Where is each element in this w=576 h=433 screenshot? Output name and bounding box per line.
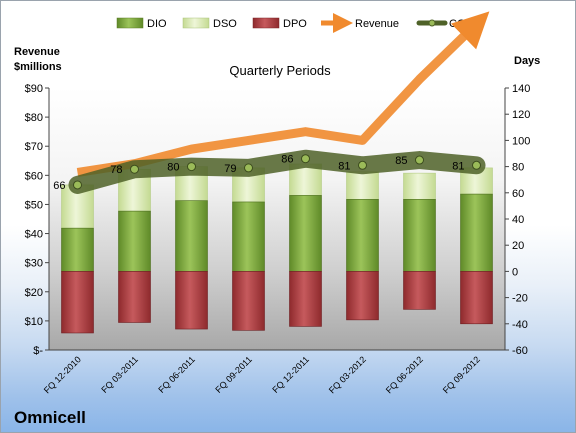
left-tick-label-8: $80	[25, 112, 43, 124]
left-axis-title-line2: $millions	[14, 61, 62, 73]
right-axis-title: Days	[514, 55, 540, 67]
legend-swatch-dio	[116, 17, 144, 29]
legend-label-dio: DIO	[147, 18, 167, 30]
bar-dso-7	[403, 172, 436, 200]
bar-dpo-1	[61, 271, 94, 334]
legend-label-revenue: Revenue	[355, 18, 399, 30]
category-label-2: FQ 03-2011	[99, 354, 140, 395]
chart-title: Quarterly Periods	[229, 63, 331, 78]
ccc-label-1: 66	[53, 180, 65, 192]
category-label-5: FQ 12-2011	[270, 354, 311, 395]
left-tick-label-6: $60	[25, 170, 43, 182]
bar-dso-6	[346, 171, 379, 200]
right-tick-label-3: 0	[512, 266, 518, 278]
ccc-point-5	[301, 154, 310, 164]
right-tick-label-9: 120	[512, 109, 530, 121]
ccc-label-4: 79	[224, 163, 236, 175]
category-label-1: FQ 12-2010	[42, 354, 83, 395]
left-tick-label-2: $20	[25, 287, 43, 299]
ccc-point-3	[187, 162, 196, 172]
legend-swatch-dso	[182, 17, 210, 29]
left-tick-label-1: $10	[25, 316, 43, 328]
category-label-8: FQ 09-2012	[441, 354, 482, 395]
ccc-point-6	[358, 160, 367, 170]
ccc-label-3: 80	[167, 162, 179, 174]
bar-dpo-8	[460, 271, 493, 325]
left-axis-title-line1: Revenue	[14, 46, 60, 58]
bar-dio-3	[175, 200, 208, 272]
category-label-3: FQ 06-2011	[156, 354, 197, 395]
legend: DIO DSO DPO Revenue CCC	[116, 13, 473, 33]
ccc-label-8: 81	[452, 160, 464, 172]
left-tick-label-7: $70	[25, 141, 43, 153]
bar-dpo-7	[403, 271, 436, 310]
left-tick-label-3: $30	[25, 258, 43, 270]
right-tick-label-10: 140	[512, 83, 530, 95]
legend-label-dso: DSO	[213, 18, 237, 30]
legend-label-dpo: DPO	[283, 18, 307, 30]
bar-dpo-6	[346, 271, 379, 321]
ccc-label-2: 78	[110, 164, 122, 176]
ccc-point-8	[472, 160, 481, 170]
ccc-label-6: 81	[338, 160, 350, 172]
right-tick-label-5: 40	[512, 214, 524, 226]
bar-dpo-5	[289, 271, 322, 327]
ccc-point-2	[130, 164, 139, 174]
bar-dio-7	[403, 199, 436, 272]
ccc-point-4	[244, 163, 253, 173]
bar-dio-8	[460, 193, 493, 272]
legend-swatch-dpo	[252, 17, 280, 29]
bar-dio-6	[346, 199, 379, 272]
right-tick-label-4: 20	[512, 240, 524, 252]
company-name: Omnicell	[14, 408, 86, 427]
right-tick-label-7: 80	[512, 162, 524, 174]
bars-group	[61, 163, 493, 334]
ccc-label-5: 86	[281, 154, 293, 166]
right-tick-label-1: -40	[512, 319, 528, 331]
bar-dio-1	[61, 227, 94, 272]
bar-dio-5	[289, 195, 322, 272]
ccc-label-7: 85	[395, 155, 407, 167]
lines-group: 66 78 80 79 86 81 85 81	[53, 11, 490, 194]
category-label-7: FQ 06-2012	[384, 354, 425, 395]
left-tick-label-4: $40	[25, 229, 43, 241]
legend-marker-ccc	[428, 19, 436, 27]
bar-dio-4	[232, 201, 265, 272]
bar-dpo-2	[118, 271, 151, 323]
right-tick-label-6: 60	[512, 188, 524, 200]
left-tick-label-9: $90	[25, 83, 43, 95]
ccc-point-7	[415, 155, 424, 165]
right-tick-label-2: -20	[512, 293, 528, 305]
right-tick-label-8: 100	[512, 135, 530, 147]
bar-dpo-4	[232, 271, 265, 331]
bar-dio-2	[118, 210, 151, 272]
left-tick-label-0: $-	[33, 345, 43, 357]
category-label-4: FQ 09-2011	[213, 354, 254, 395]
ccc-line	[68, 149, 486, 194]
ccc-point-1	[73, 180, 82, 190]
right-tick-label-0: -60	[512, 345, 528, 357]
bar-dpo-3	[175, 271, 208, 330]
left-tick-label-5: $50	[25, 199, 43, 211]
plot-area	[49, 88, 505, 350]
category-label-6: FQ 03-2012	[327, 354, 368, 395]
